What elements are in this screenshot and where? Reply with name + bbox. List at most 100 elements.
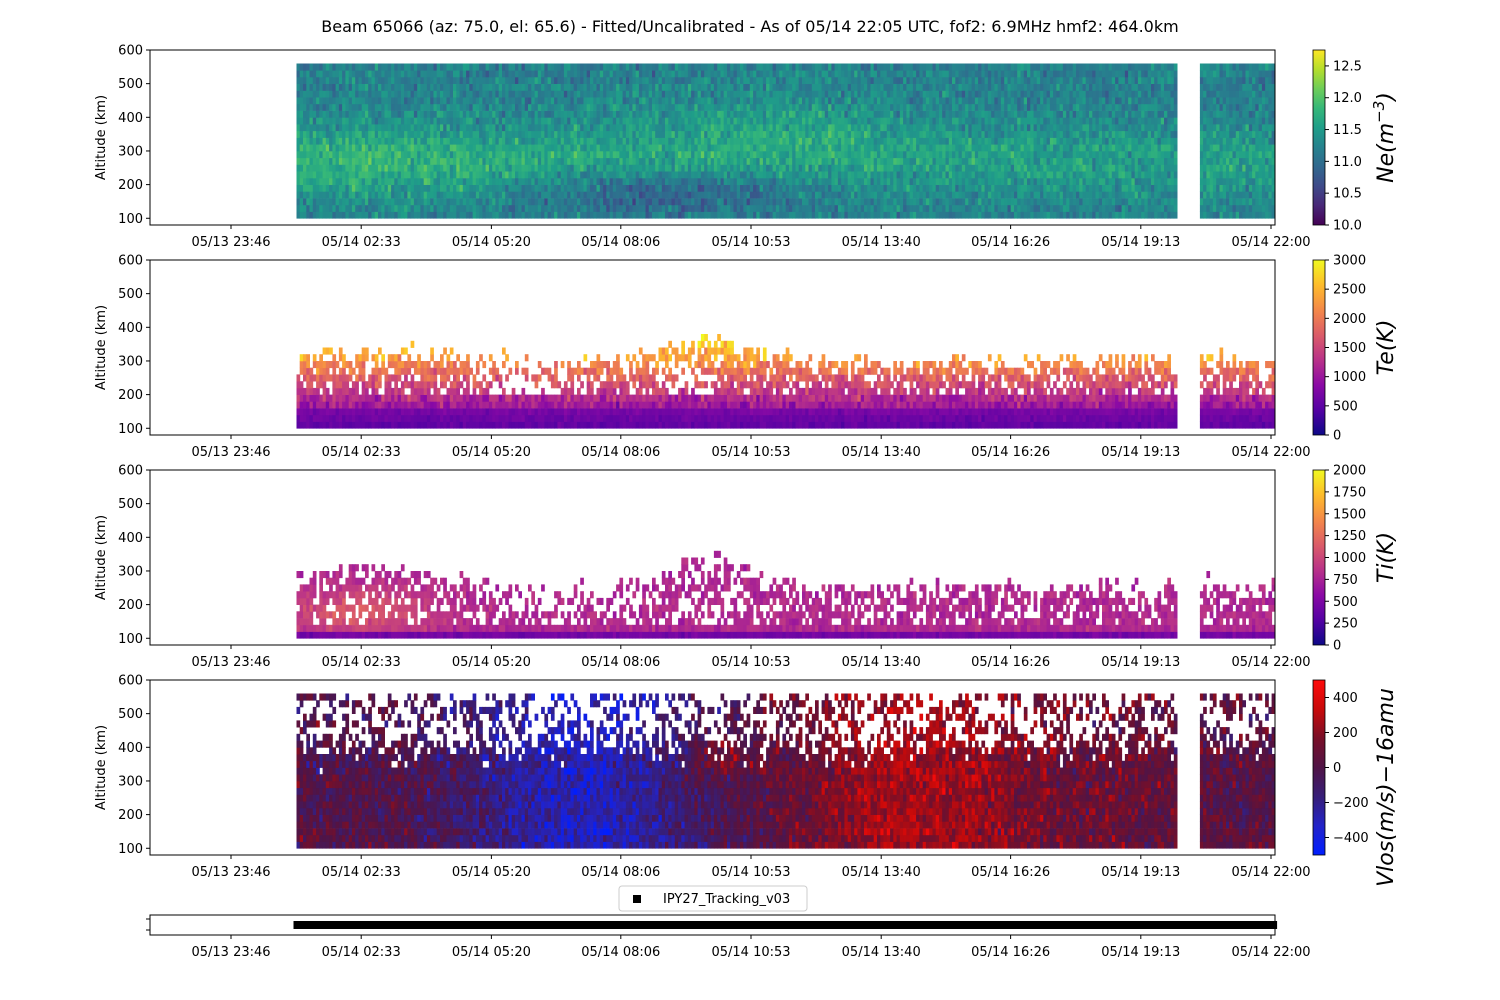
heatmap-cell [646, 90, 650, 97]
heatmap-cell [434, 138, 438, 145]
heatmap-cell [789, 64, 793, 71]
heatmap-cell [323, 171, 327, 178]
heatmap-cell [841, 84, 845, 91]
heatmap-cell [998, 97, 1002, 104]
heatmap-cell [538, 131, 542, 138]
heatmap-cell [724, 70, 728, 77]
heatmap-cell [936, 131, 940, 138]
heatmap-cell [975, 124, 979, 131]
heatmap-cell [359, 191, 363, 198]
heatmap-cell [910, 171, 914, 178]
heatmap-cell [975, 191, 979, 198]
heatmap-cell [678, 178, 682, 185]
heatmap-cell [606, 131, 610, 138]
heatmap-cell [946, 212, 950, 219]
heatmap-cell [310, 64, 314, 71]
heatmap-cell [668, 84, 672, 91]
heatmap-cell [913, 70, 917, 77]
heatmap-cell [574, 191, 578, 198]
heatmap-cell [499, 191, 503, 198]
heatmap-cell [809, 77, 813, 84]
heatmap-cell [998, 158, 1002, 165]
heatmap-cell [998, 84, 1002, 91]
heatmap-cell [916, 205, 920, 212]
heatmap-cell [577, 171, 581, 178]
heatmap-cell [681, 205, 685, 212]
heatmap-cell [926, 185, 930, 192]
heatmap-cell [362, 164, 366, 171]
heatmap-cell [372, 111, 376, 118]
heatmap-cell [906, 158, 910, 165]
heatmap-cell [525, 84, 529, 91]
heatmap-cell [923, 131, 927, 138]
heatmap-cell [994, 185, 998, 192]
heatmap-cell [349, 138, 353, 145]
heatmap-cell [434, 131, 438, 138]
heatmap-cell [551, 158, 555, 165]
heatmap-cell [740, 185, 744, 192]
heatmap-cell [959, 124, 963, 131]
heatmap-cell [499, 171, 503, 178]
heatmap-cell [812, 171, 816, 178]
heatmap-cell [342, 198, 346, 205]
heatmap-cell [851, 111, 855, 118]
heatmap-cell [949, 191, 953, 198]
heatmap-cell [567, 158, 571, 165]
heatmap-cell [316, 77, 320, 84]
heatmap-cell [665, 158, 669, 165]
heatmap-cell [450, 144, 454, 151]
heatmap-cell [394, 104, 398, 111]
heatmap-cell [707, 151, 711, 158]
heatmap-cell [587, 198, 591, 205]
heatmap-cell [871, 84, 875, 91]
heatmap-cell [616, 205, 620, 212]
heatmap-cell [388, 90, 392, 97]
heatmap-cell [946, 97, 950, 104]
heatmap-cell [942, 124, 946, 131]
heatmap-cell [531, 90, 535, 97]
heatmap-cell [985, 171, 989, 178]
heatmap-cell [854, 117, 858, 124]
heatmap-cell [509, 97, 513, 104]
heatmap-cell [522, 117, 526, 124]
heatmap-cell [933, 158, 937, 165]
heatmap-cell [831, 185, 835, 192]
heatmap-cell [822, 90, 826, 97]
heatmap-cell [332, 138, 336, 145]
heatmap-cell [815, 84, 819, 91]
heatmap-cell [812, 84, 816, 91]
heatmap-cell [871, 205, 875, 212]
heatmap-cell [463, 64, 467, 71]
heatmap-cell [887, 212, 891, 219]
heatmap-cell [378, 117, 382, 124]
heatmap-cell [665, 178, 669, 185]
heatmap-cell [711, 158, 715, 165]
heatmap-cell [443, 198, 447, 205]
heatmap-cell [890, 90, 894, 97]
heatmap-cell [345, 158, 349, 165]
heatmap-cell [678, 138, 682, 145]
heatmap-cell [587, 84, 591, 91]
heatmap-cell [972, 124, 976, 131]
heatmap-cell [769, 198, 773, 205]
heatmap-cell [427, 191, 431, 198]
heatmap-cell [326, 131, 330, 138]
heatmap-cell [414, 212, 418, 219]
heatmap-cell [649, 104, 653, 111]
heatmap-cell [923, 77, 927, 84]
heatmap-cell [499, 158, 503, 165]
heatmap-cell [580, 164, 584, 171]
heatmap-cell [760, 171, 764, 178]
heatmap-cell [965, 104, 969, 111]
heatmap-cell [805, 97, 809, 104]
heatmap-cell [430, 97, 434, 104]
heatmap-cell [675, 124, 679, 131]
heatmap-cell [619, 84, 623, 91]
heatmap-cell [385, 124, 389, 131]
heatmap-cell [893, 64, 897, 71]
heatmap-cell [528, 84, 532, 91]
heatmap-cell [681, 191, 685, 198]
heatmap-cell [460, 84, 464, 91]
heatmap-cell [691, 198, 695, 205]
heatmap-cell [584, 97, 588, 104]
